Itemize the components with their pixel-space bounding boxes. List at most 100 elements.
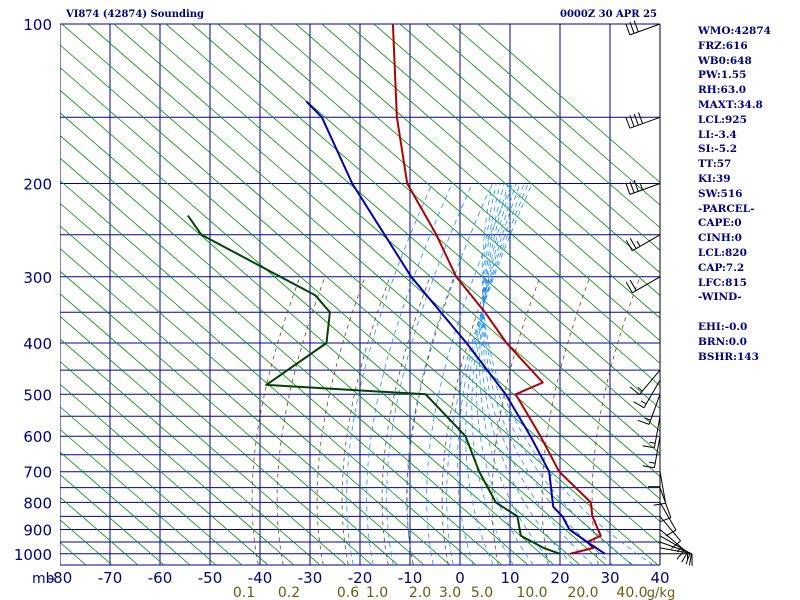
- wind-barb-feather: [659, 517, 672, 523]
- pressure-label: 100: [23, 16, 52, 34]
- dry-adiabat: [60, 406, 243, 565]
- wind-staff: [659, 529, 685, 551]
- wind-barb: [625, 112, 661, 129]
- mixing-ratio-line: [341, 276, 391, 565]
- mixing-ratio-unit: g/kg: [647, 586, 675, 600]
- dry-adiabat: [60, 247, 425, 565]
- valid-time: 0000Z 30 APR 25: [560, 9, 657, 20]
- dry-adiabat: [113, 24, 660, 500]
- dry-adiabat: [165, 24, 660, 455]
- wind-barb-feather: [665, 529, 677, 537]
- temperature-label: -10: [398, 569, 423, 587]
- dry-adiabat: [60, 383, 269, 565]
- mixing-ratio-label: 0.2: [278, 585, 300, 600]
- dry-adiabat: [60, 44, 659, 565]
- wind-barb-column: [625, 20, 693, 566]
- moist-adiabat: [426, 183, 513, 565]
- dewpoint-profile: [187, 215, 561, 555]
- dry-adiabat: [60, 360, 295, 565]
- wind-barb-feather: [637, 386, 643, 392]
- wind-barb: [637, 394, 661, 425]
- pressure-unit-label: mb: [32, 571, 55, 587]
- wind-barb-feather: [633, 113, 639, 126]
- wind-barb-feather: [625, 182, 631, 195]
- pressure-label: 600: [23, 428, 52, 446]
- wind-staff: [659, 502, 677, 531]
- pressure-label: 1000: [14, 546, 52, 564]
- dry-adiabat: [295, 24, 660, 342]
- moist-adiabat: [479, 183, 554, 565]
- dry-adiabat: [60, 293, 373, 565]
- temperature-label: 20: [550, 569, 569, 587]
- dry-adiabat-lines: [0, 0, 660, 565]
- pressure-label: 500: [23, 386, 52, 404]
- temperature-label: 30: [600, 569, 619, 587]
- wind-barb-feather: [649, 441, 656, 444]
- dry-adiabat: [87, 24, 660, 523]
- moist-adiabat-lines: [346, 183, 654, 565]
- dry-adiabat: [243, 24, 660, 387]
- wind-barb-feather: [625, 23, 631, 36]
- dry-adiabat: [60, 519, 113, 565]
- parcel-trace: [305, 100, 606, 555]
- wind-barb-feather: [629, 386, 640, 395]
- wind-barb-feather: [633, 179, 639, 192]
- wind-barb-feather: [625, 116, 631, 129]
- mixing-ratio-line: [591, 276, 641, 565]
- index-item: WB0:648: [698, 54, 752, 67]
- dry-adiabat: [60, 89, 607, 565]
- pressure-axis-labels: 100 200 300 400 500 600 700 800 900 1000 mb: [14, 16, 55, 587]
- mixing-ratio-line: [406, 276, 456, 565]
- wind-barb-feather: [644, 417, 651, 421]
- wind-barb-feather: [676, 549, 685, 560]
- wind-staff: [639, 369, 661, 395]
- wind-barb-feather: [629, 21, 635, 34]
- wind-barb: [659, 502, 677, 537]
- wind-barb: [659, 529, 685, 560]
- mixing-ratio-label: 20.0: [567, 585, 598, 600]
- moist-adiabat: [406, 183, 493, 565]
- wind-barb-feather: [633, 20, 639, 33]
- wind-barb: [629, 369, 661, 395]
- wind-barb-feather: [629, 181, 635, 194]
- mixing-ratio-label: 0.6: [337, 585, 359, 600]
- temperature-axis-labels: -80 -70 -60 -50 -40 -30 -20 -10 0 10 20 30 40: [48, 569, 670, 587]
- dry-adiabat: [269, 24, 660, 364]
- index-item: LCL:925: [698, 113, 747, 126]
- index-item: LFC:815: [698, 276, 747, 289]
- index-item: LCL:820: [698, 246, 747, 259]
- wind-barb-feather: [685, 552, 691, 565]
- wind-barb-feather: [642, 445, 655, 449]
- dry-adiabat: [60, 225, 451, 565]
- wind-staff: [632, 234, 661, 252]
- moist-adiabat: [471, 183, 521, 565]
- index-item: EHI:-0.0: [698, 320, 748, 333]
- wind-staff: [629, 23, 661, 36]
- wind-barb-feather: [636, 240, 641, 247]
- wind-barb-feather: [625, 282, 633, 294]
- pressure-label: 300: [23, 269, 52, 287]
- index-item: [698, 305, 771, 320]
- wind-barb-feather: [653, 502, 666, 506]
- wind-barb-feather: [625, 240, 633, 252]
- temperature-label: -60: [148, 569, 173, 587]
- wind-barb: [659, 541, 691, 565]
- wind-staff: [629, 183, 661, 195]
- dry-adiabat: [61, 24, 660, 545]
- wind-staff: [659, 547, 692, 554]
- wind-staff: [629, 116, 661, 129]
- moist-adiabat: [482, 183, 634, 565]
- mixing-ratio-line: [491, 276, 541, 565]
- dry-adiabat: [0, 0, 8, 565]
- mixing-ratio-line: [316, 276, 366, 565]
- mixing-ratio-label: 5.0: [471, 585, 493, 600]
- temperature-label: 0: [455, 569, 465, 587]
- index-item: PW:1.55: [698, 69, 747, 82]
- wind-barb-feather: [640, 400, 647, 405]
- temperature-profile: [391, 24, 602, 555]
- mixing-ratio-label: 40.0: [616, 585, 647, 600]
- sounding-indices-panel: WMO:42874 FRZ:616 WB0:648 PW:1.55 RH:63.0 MAX…: [698, 24, 771, 364]
- pressure-label: 800: [23, 494, 52, 512]
- dry-adiabat: [191, 24, 660, 432]
